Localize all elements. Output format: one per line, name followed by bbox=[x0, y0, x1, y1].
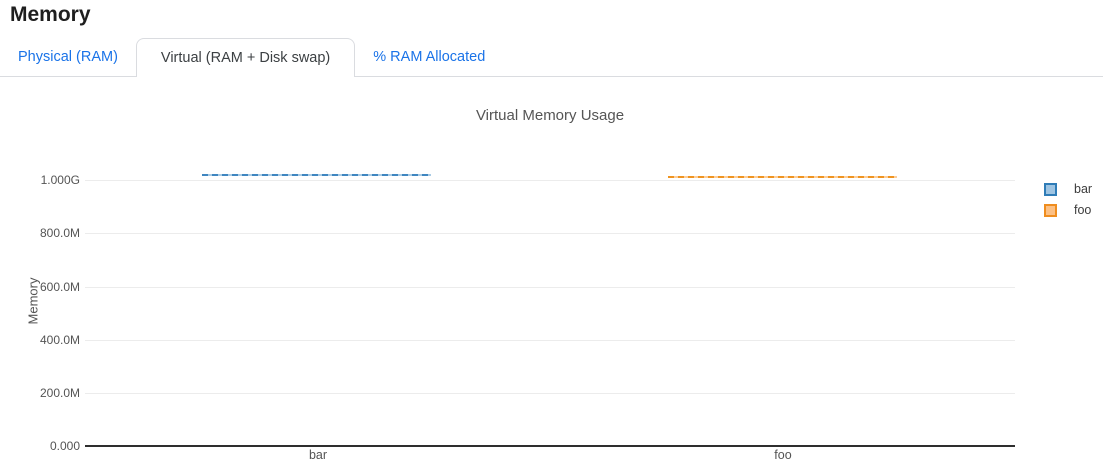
y-tick-label: 200.0M bbox=[39, 386, 80, 400]
chart-legend: bar foo bbox=[1044, 182, 1092, 224]
tab-percent-ram-allocated[interactable]: % RAM Allocated bbox=[373, 49, 486, 65]
series-line-foo bbox=[668, 176, 897, 178]
y-tick-label: 800.0M bbox=[39, 226, 80, 240]
legend-swatch-bar-icon bbox=[1044, 182, 1057, 196]
x-tick-label: bar bbox=[308, 448, 328, 462]
tab-bar: Physical (RAM) Virtual (RAM + Disk swap)… bbox=[0, 38, 1103, 77]
legend-item-foo[interactable]: foo bbox=[1044, 203, 1092, 217]
legend-swatch-foo-icon bbox=[1044, 203, 1057, 217]
legend-item-bar[interactable]: bar bbox=[1044, 182, 1092, 196]
tab-physical-ram[interactable]: Physical (RAM) bbox=[18, 49, 118, 65]
y-tick-label: 0.000 bbox=[49, 439, 80, 453]
gridline bbox=[85, 180, 1015, 181]
x-axis-line bbox=[85, 445, 1015, 447]
y-tick-label: 1.000G bbox=[40, 173, 80, 187]
y-tick-label: 600.0M bbox=[39, 280, 80, 294]
series-line-bar bbox=[202, 174, 431, 176]
tab-virtual-ram-disk-swap[interactable]: Virtual (RAM + Disk swap) bbox=[135, 38, 356, 77]
gridline bbox=[85, 393, 1015, 394]
gridline bbox=[85, 233, 1015, 234]
x-tick-label: foo bbox=[774, 448, 792, 462]
gridline bbox=[85, 340, 1015, 341]
legend-label: bar bbox=[1074, 182, 1093, 196]
gridline bbox=[85, 287, 1015, 288]
chart-title: Virtual Memory Usage bbox=[475, 107, 625, 124]
y-tick-label: 400.0M bbox=[39, 333, 80, 347]
legend-label: foo bbox=[1074, 203, 1092, 217]
page-title: Memory bbox=[10, 3, 91, 26]
